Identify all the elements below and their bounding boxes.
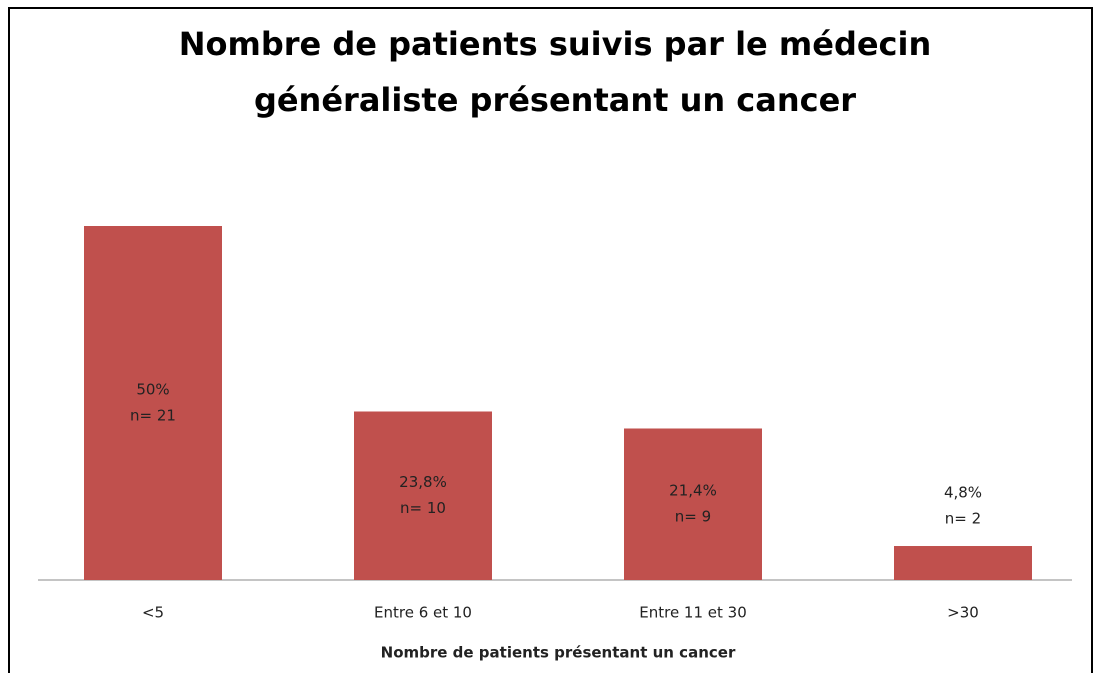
data-label: 23,8% [399, 473, 447, 491]
bar [624, 428, 762, 580]
chart-title: Nombre de patients suivis par le médecin [179, 25, 932, 63]
bar [894, 546, 1032, 580]
bar [84, 226, 222, 580]
data-label: n= 10 [400, 499, 446, 517]
x-tick-label: >30 [947, 604, 979, 622]
x-tick-label: Entre 6 et 10 [374, 604, 472, 622]
bar [354, 411, 492, 580]
chart-title: généraliste présentant un cancer [254, 81, 856, 119]
data-label: 50% [136, 381, 169, 399]
data-label: n= 21 [130, 407, 176, 425]
x-axis-title: Nombre de patients présentant un cancer [381, 644, 736, 662]
data-label: n= 9 [675, 508, 711, 526]
x-tick-label: Entre 11 et 30 [639, 604, 747, 622]
x-tick-label: <5 [142, 604, 164, 622]
data-label: 21,4% [669, 482, 717, 500]
data-label: 4,8% [944, 484, 982, 502]
chart-border [8, 7, 1093, 673]
data-label: n= 2 [945, 510, 981, 528]
